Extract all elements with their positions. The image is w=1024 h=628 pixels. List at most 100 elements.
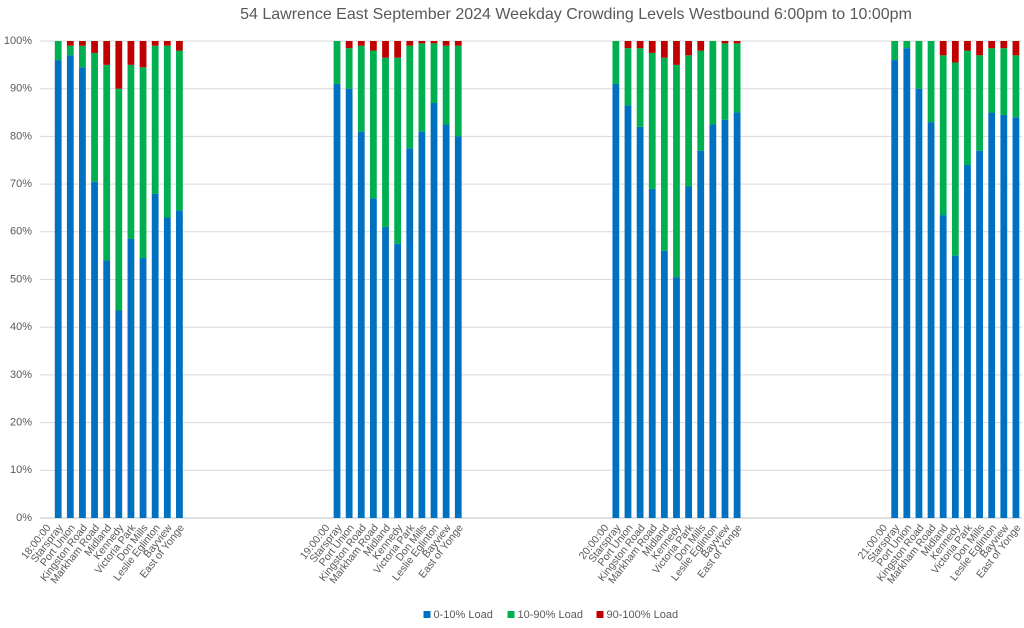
bar-segment <box>176 50 183 211</box>
bar-segment <box>442 45 450 125</box>
y-tick-label: 0% <box>16 512 32 524</box>
bar-segment <box>673 277 680 518</box>
chart-title: 54 Lawrence East September 2024 Weekday … <box>240 6 912 23</box>
bar-segment <box>891 60 899 518</box>
bar-segment <box>442 41 450 46</box>
bar-segment <box>964 50 971 166</box>
bar-segment <box>612 83 620 519</box>
bar-segment <box>915 88 923 518</box>
bar-segment <box>951 62 959 256</box>
bar-segment <box>91 41 98 53</box>
bar-segment <box>673 64 680 278</box>
legend-swatch <box>596 611 604 618</box>
bar-segment <box>357 131 365 518</box>
bar-segment <box>685 186 692 519</box>
bar-segment <box>685 41 692 56</box>
bar-segment <box>103 260 111 518</box>
bar-segment <box>733 41 741 44</box>
bar-segment <box>648 188 656 518</box>
y-tick-label: 60% <box>10 226 32 238</box>
bar-segment <box>636 48 644 127</box>
bar-segment <box>163 217 171 519</box>
bar-segment <box>721 43 729 120</box>
bar-segment <box>406 148 414 518</box>
bar-segment <box>1012 55 1020 118</box>
bar-segment <box>382 227 389 518</box>
bar-segment <box>151 193 159 518</box>
bar-segment <box>964 165 971 518</box>
bar-segment <box>91 181 98 518</box>
bar-segment <box>139 67 147 259</box>
bar-segment <box>976 41 983 56</box>
bar-segment <box>709 41 717 125</box>
bar-segment <box>394 41 402 58</box>
bar-segment <box>648 52 656 189</box>
y-tick-label: 50% <box>10 273 32 285</box>
bar-segment <box>636 126 644 519</box>
y-tick-label: 20% <box>10 417 32 429</box>
bar-segment <box>697 41 705 51</box>
legend-label: 90-100% Load <box>607 609 679 621</box>
bar-segment <box>91 52 98 182</box>
bar-segment <box>927 122 935 518</box>
bar-segment <box>163 45 171 218</box>
bar-segment <box>624 48 632 106</box>
y-tick-label: 40% <box>10 321 32 333</box>
bar-segment <box>139 258 147 518</box>
bar-segment <box>333 41 341 84</box>
bar-segment <box>103 41 111 65</box>
bar-segment <box>66 45 74 56</box>
bar-segment <box>903 48 911 518</box>
bar-segment <box>345 41 353 49</box>
bar-segment <box>685 55 692 187</box>
bar-segment <box>357 41 365 46</box>
bar-segment <box>163 41 171 46</box>
y-tick-label: 30% <box>10 369 32 381</box>
bar-segment <box>709 124 717 518</box>
legend-swatch <box>423 611 431 618</box>
bar-segment <box>54 60 62 518</box>
y-tick-label: 80% <box>10 130 32 142</box>
y-tick-label: 90% <box>10 83 32 95</box>
bar-segment <box>139 41 147 68</box>
bar-segment <box>66 41 74 46</box>
bar-segment <box>1000 114 1008 518</box>
legend-label: 10-90% Load <box>518 609 583 621</box>
bar-segment <box>454 45 462 137</box>
bar-segment <box>721 41 729 44</box>
bar-segment <box>660 250 668 518</box>
bar-segment <box>660 41 668 58</box>
bar-segment <box>79 67 86 519</box>
bar-segment <box>79 45 86 68</box>
bar-segment <box>54 41 62 61</box>
bar-segment <box>976 55 983 151</box>
bar-segment <box>721 119 729 518</box>
bar-segment <box>345 48 353 89</box>
bar-segment <box>903 41 911 49</box>
bar-segment <box>1012 117 1020 518</box>
bar-segment <box>176 210 183 518</box>
bar-segment <box>988 48 996 113</box>
bar-segment <box>406 41 414 46</box>
legend-label: 0-10% Load <box>434 609 493 621</box>
bar-segment <box>891 41 899 61</box>
legend-swatch <box>507 611 515 618</box>
bar-segment <box>151 41 159 46</box>
bar-segment <box>988 41 996 49</box>
bar-segment <box>115 310 123 518</box>
bar-segment <box>382 41 389 58</box>
bar-segment <box>127 238 135 518</box>
bar-segment <box>418 41 426 44</box>
bar-segment <box>370 198 377 518</box>
y-tick-label: 70% <box>10 178 32 190</box>
bar-segment <box>79 41 86 46</box>
bar-segment <box>103 64 111 261</box>
bar-segment <box>648 41 656 53</box>
bar-segment <box>915 41 923 89</box>
bar-segment <box>406 45 414 149</box>
bar-segment <box>418 131 426 518</box>
y-tick-label: 10% <box>10 464 32 476</box>
bar-segment <box>430 41 438 44</box>
bar-segment <box>394 57 402 244</box>
